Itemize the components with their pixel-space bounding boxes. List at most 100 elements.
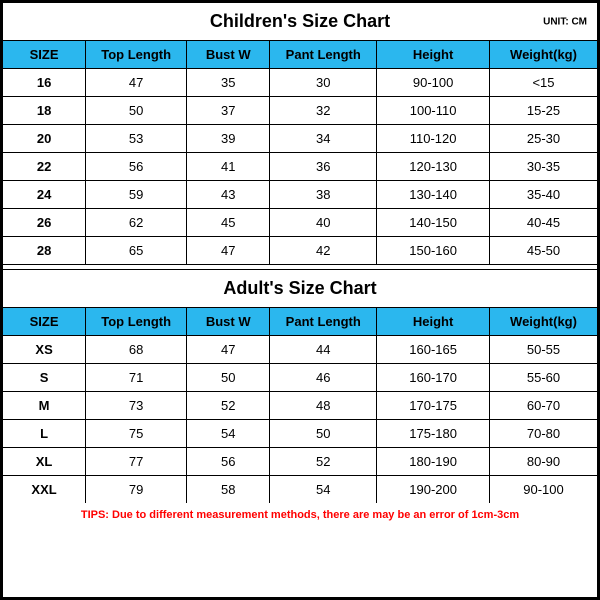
table-row: 1647353090-100<15 [3,69,597,97]
table-cell: 120-130 [377,153,490,180]
table-cell: 18 [3,97,86,124]
table-row: 24594338130-14035-40 [3,181,597,209]
table-cell: XXL [3,476,86,503]
table-cell: 130-140 [377,181,490,208]
column-header: Pant Length [270,41,377,68]
table-cell: 40-45 [490,209,597,236]
unit-label: UNIT: CM [543,16,587,27]
table-cell: 43 [187,181,270,208]
table-cell: 32 [270,97,377,124]
column-header: SIZE [3,308,86,335]
table-cell: 42 [270,237,377,264]
size-chart-container: Children's Size Chart UNIT: CM SIZETop L… [0,0,600,600]
adult-body: XS684744160-16550-55S715046160-17055-60M… [3,336,597,503]
table-cell: 80-90 [490,448,597,475]
children-body: 1647353090-100<1518503732100-11015-25205… [3,69,597,264]
children-title-row: Children's Size Chart UNIT: CM [3,3,597,41]
table-cell: 79 [86,476,187,503]
table-row: 18503732100-11015-25 [3,97,597,125]
table-cell: L [3,420,86,447]
column-header: Pant Length [270,308,377,335]
table-cell: 34 [270,125,377,152]
table-cell: 30-35 [490,153,597,180]
table-cell: 110-120 [377,125,490,152]
table-cell: 52 [187,392,270,419]
adult-title-row: Adult's Size Chart [3,270,597,308]
table-cell: 71 [86,364,187,391]
table-cell: <15 [490,69,597,96]
table-row: 20533934110-12025-30 [3,125,597,153]
table-row: S715046160-17055-60 [3,364,597,392]
table-cell: 35-40 [490,181,597,208]
table-cell: 65 [86,237,187,264]
table-cell: 50 [86,97,187,124]
table-cell: 45-50 [490,237,597,264]
table-cell: 59 [86,181,187,208]
children-title: Children's Size Chart [210,11,390,31]
table-row: XL775652180-19080-90 [3,448,597,476]
column-header: Bust W [187,41,270,68]
table-cell: 170-175 [377,392,490,419]
table-row: M735248170-17560-70 [3,392,597,420]
table-cell: 45 [187,209,270,236]
table-cell: 16 [3,69,86,96]
table-cell: 90-100 [490,476,597,503]
table-cell: 26 [3,209,86,236]
children-header-row: SIZETop LengthBust WPant LengthHeightWei… [3,41,597,69]
table-cell: 100-110 [377,97,490,124]
table-cell: 48 [270,392,377,419]
table-cell: 70-80 [490,420,597,447]
table-cell: 40 [270,209,377,236]
table-cell: 140-150 [377,209,490,236]
table-cell: 47 [187,237,270,264]
table-row: 26624540140-15040-45 [3,209,597,237]
table-cell: 54 [187,420,270,447]
table-cell: 90-100 [377,69,490,96]
table-row: L755450175-18070-80 [3,420,597,448]
table-cell: 50 [187,364,270,391]
table-cell: 46 [270,364,377,391]
column-header: Weight(kg) [490,41,597,68]
table-cell: 55-60 [490,364,597,391]
table-row: XS684744160-16550-55 [3,336,597,364]
table-cell: 38 [270,181,377,208]
table-cell: 160-165 [377,336,490,363]
column-header: Weight(kg) [490,308,597,335]
table-cell: 73 [86,392,187,419]
table-cell: 190-200 [377,476,490,503]
adult-title: Adult's Size Chart [223,278,376,298]
table-cell: 22 [3,153,86,180]
column-header: Height [377,308,490,335]
table-cell: 150-160 [377,237,490,264]
table-cell: 44 [270,336,377,363]
table-cell: 75 [86,420,187,447]
column-header: Top Length [86,308,187,335]
table-cell: 54 [270,476,377,503]
table-cell: 180-190 [377,448,490,475]
table-cell: 56 [187,448,270,475]
adult-section: Adult's Size Chart SIZETop LengthBust WP… [3,270,597,527]
table-cell: 39 [187,125,270,152]
table-cell: 15-25 [490,97,597,124]
table-cell: 25-30 [490,125,597,152]
table-cell: 35 [187,69,270,96]
table-cell: M [3,392,86,419]
table-row: 28654742150-16045-50 [3,237,597,264]
table-cell: 41 [187,153,270,180]
table-cell: 56 [86,153,187,180]
table-cell: 60-70 [490,392,597,419]
table-cell: 24 [3,181,86,208]
table-cell: 37 [187,97,270,124]
column-header: Height [377,41,490,68]
table-cell: XS [3,336,86,363]
table-cell: 36 [270,153,377,180]
table-cell: XL [3,448,86,475]
table-row: XXL795854190-20090-100 [3,476,597,503]
adult-header-row: SIZETop LengthBust WPant LengthHeightWei… [3,308,597,336]
table-cell: 52 [270,448,377,475]
table-cell: 53 [86,125,187,152]
table-cell: S [3,364,86,391]
table-cell: 175-180 [377,420,490,447]
table-cell: 62 [86,209,187,236]
table-cell: 20 [3,125,86,152]
